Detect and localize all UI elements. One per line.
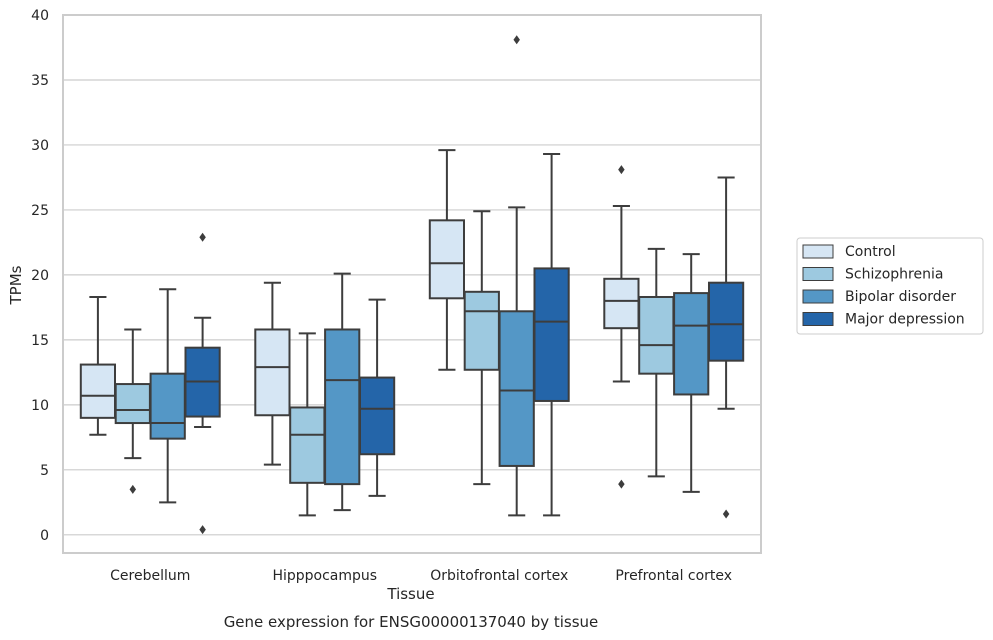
box-control — [79, 295, 117, 436]
box-bipolar-disorder — [149, 288, 186, 504]
legend-swatch — [802, 267, 834, 281]
box-bipolar-disorder — [324, 272, 361, 512]
box-body — [254, 328, 291, 417]
boxes — [79, 35, 745, 535]
box-major-depression — [358, 298, 396, 497]
y-tick-label: 35 — [31, 73, 49, 89]
box-body — [707, 281, 745, 362]
x-tick-label: Orbitofrontal cortex — [430, 568, 568, 584]
box-schizophrenia — [114, 328, 151, 494]
outlier-point — [618, 479, 625, 489]
box-bipolar-disorder — [673, 253, 710, 493]
legend-label: Control — [845, 244, 896, 260]
y-ticks: 0 5 10 15 20 25 30 35 40 — [31, 8, 49, 544]
box-schizophrenia — [638, 247, 675, 478]
box-major-depression — [707, 176, 745, 519]
outlier-point — [618, 165, 625, 175]
x-axis-label: Tissue — [386, 585, 434, 603]
box-control — [428, 149, 466, 371]
box-bipolar-disorder — [498, 35, 535, 517]
box-control — [603, 165, 640, 489]
box-body — [114, 383, 151, 425]
box-body — [638, 295, 675, 375]
x-tick-label: Hipppocampus — [272, 568, 377, 584]
legend-label: Schizophrenia — [845, 267, 943, 283]
plot-frame — [62, 14, 762, 554]
box-body — [324, 328, 361, 486]
y-tick-label: 30 — [31, 138, 49, 154]
y-tick-label: 20 — [31, 268, 49, 284]
legend-swatch — [802, 289, 834, 304]
box-body — [463, 290, 500, 371]
legend-frame — [796, 237, 984, 335]
box-body — [358, 376, 396, 456]
y-axis-label: TPMs — [7, 265, 25, 305]
box-schizophrenia — [463, 210, 500, 486]
x-ticks: Cerebellum Hipppocampus Orbitofrontal cort… — [110, 568, 732, 584]
plot-border — [62, 14, 762, 554]
box-body — [149, 372, 186, 440]
box-body — [533, 267, 570, 402]
outlier-point — [129, 484, 137, 494]
outlier-point — [199, 232, 206, 242]
chart-caption: Gene expression for ENSG00000137040 by t… — [224, 613, 599, 631]
y-tick-label: 5 — [40, 463, 49, 479]
box-body — [79, 363, 117, 419]
box-major-depression — [533, 153, 570, 517]
legend-swatch — [802, 312, 834, 326]
legend-label: Bipolar disorder — [845, 289, 956, 305]
box-body — [603, 277, 640, 330]
box-body — [428, 219, 466, 300]
x-tick-label: Prefrontal cortex — [615, 568, 732, 584]
legend: Control Schizophrenia Bipolar disorder Majo… — [796, 237, 984, 335]
box-body — [673, 292, 710, 396]
box-body — [289, 406, 326, 484]
outlier-point — [722, 509, 730, 519]
x-tick-label: Cerebellum — [110, 568, 190, 584]
box-schizophrenia — [289, 332, 326, 517]
legend-swatch — [802, 244, 834, 259]
outlier-point — [199, 525, 206, 535]
y-tick-label: 10 — [31, 398, 49, 414]
y-tick-label: 15 — [31, 333, 49, 349]
y-tick-label: 25 — [31, 203, 49, 219]
legend-label: Major depression — [845, 312, 965, 328]
box-control — [254, 281, 291, 466]
y-tick-label: 0 — [40, 528, 49, 544]
y-tick-label: 40 — [31, 8, 49, 24]
box-body — [498, 310, 535, 467]
box-major-depression — [184, 232, 221, 535]
outlier-point — [513, 35, 520, 45]
